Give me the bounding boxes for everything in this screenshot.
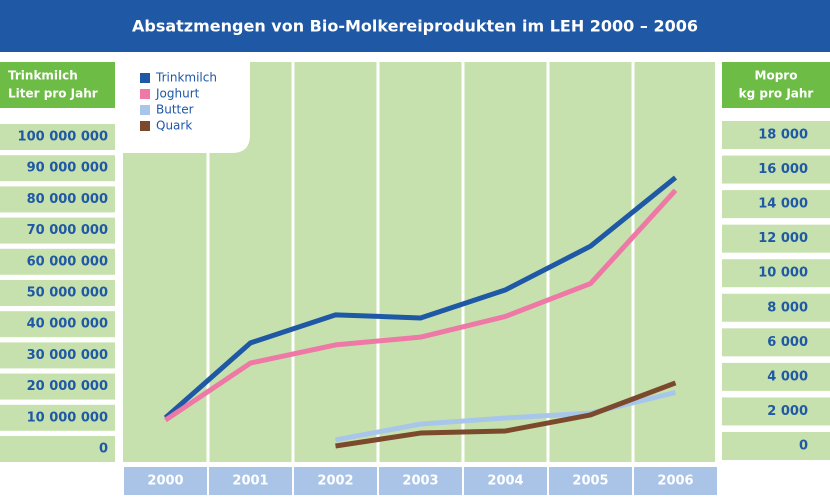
- y-tick-label: 20 000 000: [27, 379, 108, 394]
- x-tick-label: 2005: [572, 474, 608, 489]
- legend-swatch: [140, 73, 150, 83]
- legend-box: [123, 62, 250, 153]
- tick-band: [722, 293, 830, 322]
- tick-band: [722, 328, 830, 357]
- x-label-box: [124, 467, 207, 495]
- x-tick-label: 2006: [657, 474, 693, 489]
- y-tick-label: 70 000 000: [27, 223, 108, 238]
- tick-band: [0, 311, 115, 338]
- legend-label: Trinkmilch: [155, 71, 217, 85]
- y2-tick-label: 16 000: [758, 162, 808, 177]
- y-tick-label: 90 000 000: [27, 161, 108, 176]
- y2-tick-label: 18 000: [758, 128, 808, 143]
- legend-swatch: [140, 89, 150, 99]
- x-label-box: [294, 467, 377, 495]
- tick-band: [0, 124, 115, 150]
- legend-label: Joghurt: [155, 87, 200, 101]
- y2-axis-title: Mopro: [755, 69, 798, 83]
- y2-tick-label: 10 000: [758, 266, 808, 281]
- x-tick-label: 2000: [147, 474, 183, 489]
- tick-band: [0, 342, 115, 369]
- x-label-box: [379, 467, 462, 495]
- series-line: [335, 380, 677, 449]
- y-axis-header: [0, 62, 115, 108]
- x-tick-label: 2003: [402, 474, 438, 489]
- tick-band: [722, 432, 830, 460]
- y-tick-label: 50 000 000: [27, 286, 108, 301]
- y-tick-label: 30 000 000: [27, 348, 108, 363]
- y2-tick-label: 12 000: [758, 231, 808, 246]
- legend-swatch: [140, 121, 150, 131]
- chart-title: Absatzmengen von Bio-Molkereiprodukten i…: [132, 17, 698, 36]
- y2-tick-label: 4 000: [767, 369, 808, 384]
- y-tick-label: 80 000 000: [27, 192, 108, 207]
- tick-band: [722, 259, 830, 288]
- x-label-box: [464, 467, 547, 495]
- tick-band: [722, 397, 830, 426]
- y-axis-title: Liter pro Jahr: [8, 87, 98, 101]
- y-tick-label: 100 000 000: [18, 130, 108, 145]
- tick-band: [0, 155, 115, 182]
- series-line: [164, 188, 678, 423]
- title-bar: [0, 0, 830, 52]
- y2-tick-label: 0: [799, 439, 808, 454]
- tick-band: [722, 224, 830, 253]
- y2-axis-header: [722, 62, 830, 108]
- y2-axis-title: kg pro Jahr: [739, 87, 814, 101]
- x-label-box: [634, 467, 717, 495]
- y-tick-label: 0: [99, 442, 108, 457]
- y-tick-label: 60 000 000: [27, 254, 108, 269]
- x-tick-label: 2004: [487, 474, 523, 489]
- tick-band: [0, 436, 115, 462]
- tick-band: [0, 217, 115, 244]
- tick-band: [0, 404, 115, 431]
- y-tick-label: 10 000 000: [27, 410, 108, 425]
- tick-band: [0, 248, 115, 275]
- y2-tick-label: 6 000: [767, 335, 808, 350]
- y-axis-title: Trinkmilch: [8, 69, 78, 83]
- y2-tick-label: 8 000: [767, 300, 808, 315]
- legend-label: Butter: [156, 103, 194, 117]
- series-line: [163, 175, 678, 420]
- x-label-box: [209, 467, 292, 495]
- legend-label: Quark: [156, 119, 192, 133]
- x-tick-label: 2002: [317, 474, 353, 489]
- x-tick-label: 2001: [232, 474, 268, 489]
- tick-band: [722, 155, 830, 184]
- x-label-box: [549, 467, 632, 495]
- tick-band: [722, 362, 830, 391]
- tick-band: [0, 186, 115, 213]
- tick-band: [0, 280, 115, 306]
- tick-band: [722, 121, 830, 149]
- y-tick-label: 40 000 000: [27, 317, 108, 332]
- tick-band: [0, 373, 115, 400]
- tick-band: [722, 190, 830, 219]
- legend-swatch: [140, 105, 150, 115]
- y2-tick-label: 2 000: [767, 404, 808, 419]
- y2-tick-label: 14 000: [758, 197, 808, 212]
